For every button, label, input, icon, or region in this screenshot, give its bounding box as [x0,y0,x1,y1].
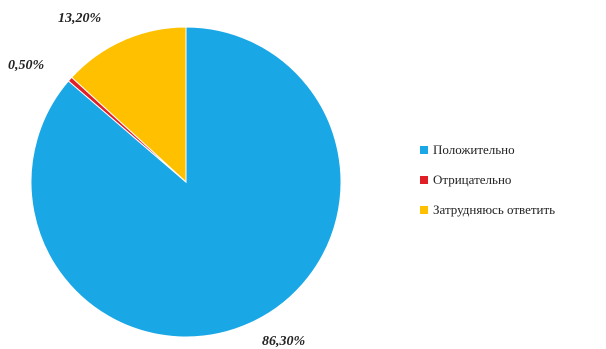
legend-label-positive: Положительно [433,142,515,157]
pie-data-labels: 86,30% 0,50% 13,20% [8,11,305,349]
legend-item-positive: Положительно [420,142,555,158]
data-label-positive: 86,30% [262,334,305,349]
legend-label-negative: Отрицательно [433,172,512,187]
legend-swatch-undecided [420,206,428,214]
legend-item-undecided: Затрудняюсь ответить [420,202,555,218]
data-label-undecided: 13,20% [58,11,101,26]
legend: Положительно Отрицательно Затрудняюсь от… [420,142,555,232]
slice-undecided [70,26,187,184]
legend-swatch-positive [420,146,428,154]
legend-item-negative: Отрицательно [420,172,555,188]
data-label-negative: 0,50% [8,58,44,73]
pie-slices [30,26,342,338]
legend-label-undecided: Затрудняюсь ответить [433,202,556,217]
legend-swatch-negative [420,176,428,184]
